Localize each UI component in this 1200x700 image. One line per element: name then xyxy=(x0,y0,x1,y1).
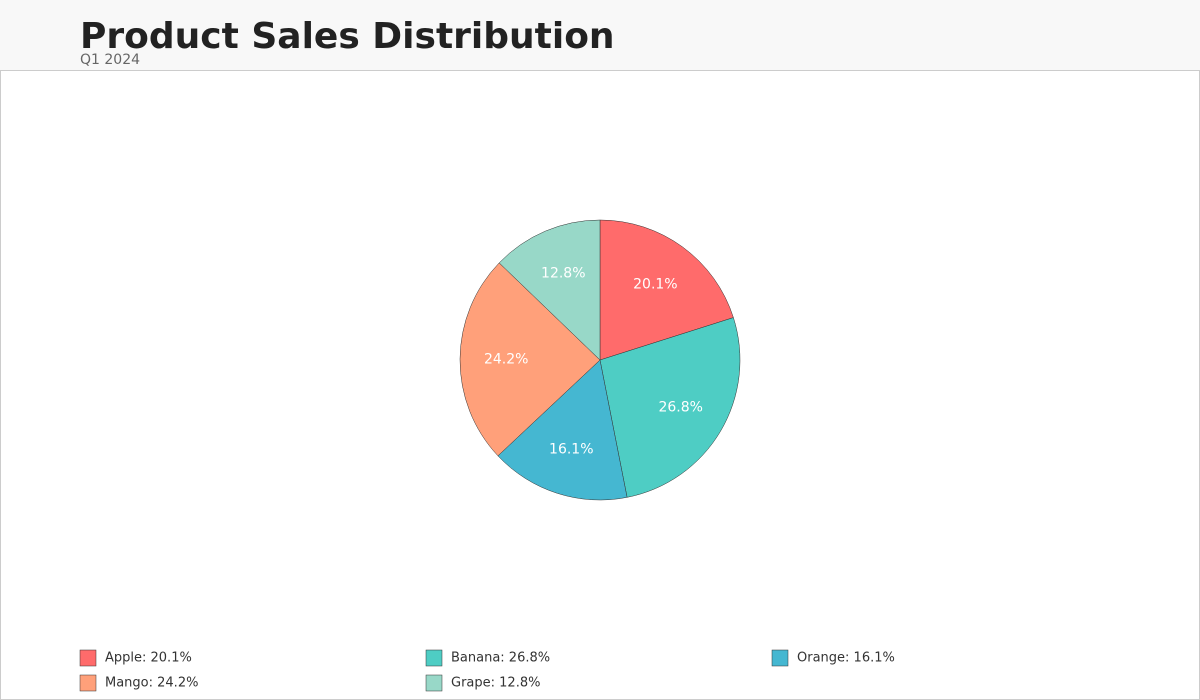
legend-label: Apple: 20.1% xyxy=(105,651,192,666)
legend-label: Orange: 16.1% xyxy=(797,651,895,666)
legend-swatch xyxy=(79,649,97,667)
slice-label: 12.8% xyxy=(541,266,585,282)
pie-slice xyxy=(497,359,628,501)
slice-label: 20.1% xyxy=(633,276,677,292)
slice-label: 24.2% xyxy=(484,351,528,367)
slice-label: 16.1% xyxy=(549,441,593,457)
legend-label: Grape: 12.8% xyxy=(451,676,540,691)
pie-slice xyxy=(599,219,734,361)
pie-slice xyxy=(459,262,601,457)
legend-swatch xyxy=(425,649,443,667)
legend-label: Mango: 24.2% xyxy=(105,676,198,691)
chart-subtitle: Q1 2024 xyxy=(80,52,140,68)
pie-slice xyxy=(498,219,601,361)
pie-slice xyxy=(599,317,741,498)
legend-swatch xyxy=(771,649,789,667)
chart-title: Product Sales Distribution xyxy=(80,16,615,57)
header-bg xyxy=(0,0,1200,70)
legend-label: Banana: 26.8% xyxy=(451,651,550,666)
legend-swatch xyxy=(79,674,97,692)
legend-swatch xyxy=(425,674,443,692)
slice-label: 26.8% xyxy=(658,400,702,416)
